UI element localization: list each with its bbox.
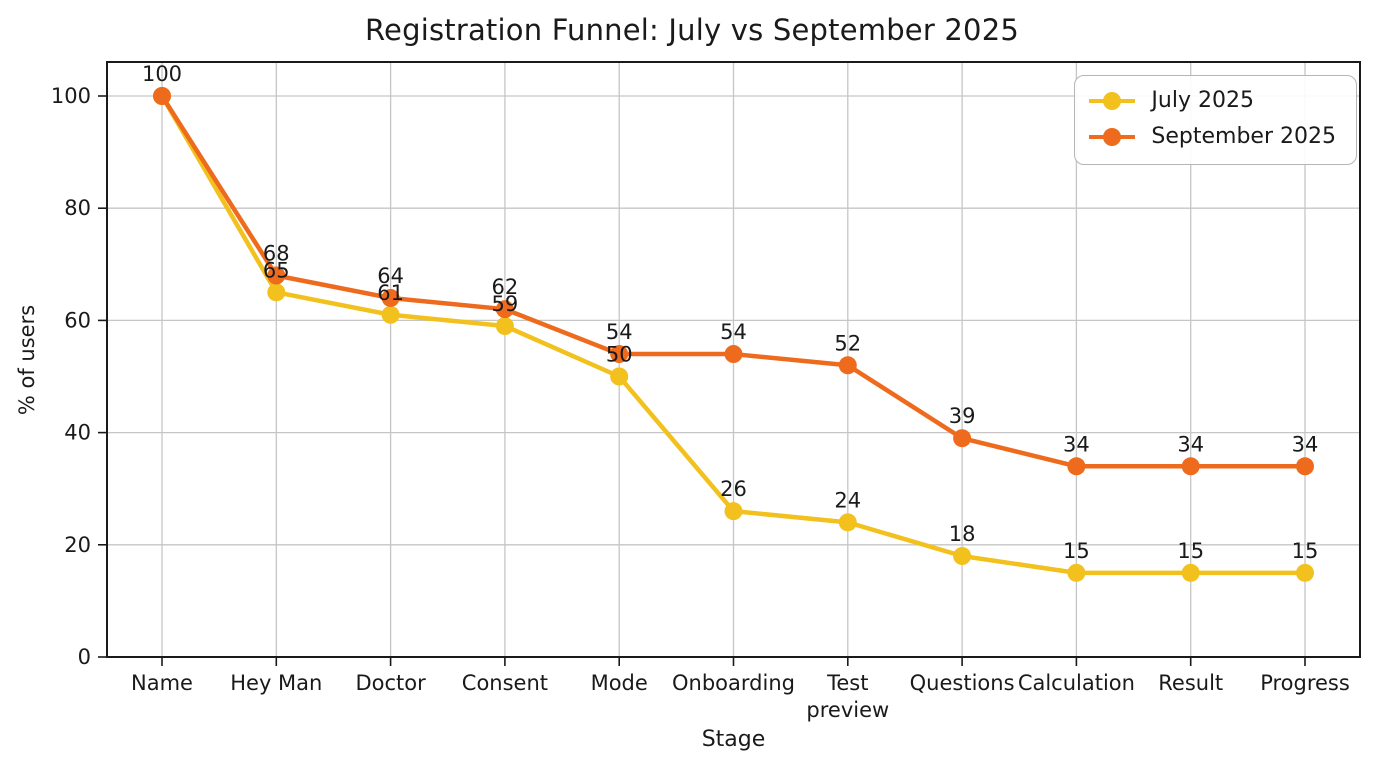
data-point-label: 65 <box>263 258 290 282</box>
x-tick-label: Calculation <box>1018 671 1135 695</box>
plot-border <box>106 61 1361 658</box>
y-tick-label: 80 <box>64 196 91 220</box>
data-point-marker-september <box>495 300 514 319</box>
x-tick-label: Hey Man <box>230 671 322 695</box>
data-point-marker-july <box>1296 563 1314 582</box>
x-tick-label: Mode <box>591 671 648 695</box>
x-tick-label: Doctor <box>355 671 426 695</box>
data-point-label: 54 <box>606 320 633 344</box>
data-point-marker-september <box>610 345 629 364</box>
x-axis-label: Stage <box>701 727 766 752</box>
data-point-marker-september <box>724 345 743 364</box>
data-point-label: 15 <box>1177 539 1204 563</box>
x-tick-label: Result <box>1158 671 1223 695</box>
data-point-label: 62 <box>492 275 519 299</box>
data-point-marker-september <box>153 87 171 105</box>
legend-marker-july-icon <box>1089 91 1136 111</box>
data-point-label: 34 <box>1292 432 1319 456</box>
data-point-marker-september <box>1296 457 1314 476</box>
data-point-label: 52 <box>834 331 861 355</box>
y-tick-label: 100 <box>51 84 91 108</box>
y-tick-label: 60 <box>64 308 91 332</box>
data-point-marker-july <box>267 283 286 302</box>
y-axis-label: % of users <box>15 304 39 416</box>
data-point-marker-september <box>838 356 857 375</box>
data-point-label: 64 <box>377 264 404 288</box>
data-point-marker-july <box>495 317 514 336</box>
x-tick-label: Consent <box>462 671 548 695</box>
y-tick-label: 0 <box>78 645 91 669</box>
data-point-label: 26 <box>720 477 747 501</box>
data-point-label: 61 <box>377 281 404 305</box>
data-point-label: 15 <box>1063 539 1090 563</box>
x-tick-label: Onboarding <box>672 671 795 695</box>
legend-item-july: July 2025 <box>1089 88 1336 114</box>
data-point-label: 68 <box>263 242 290 266</box>
data-point-marker-september <box>1181 457 1200 476</box>
data-point-marker-july <box>1181 563 1200 582</box>
data-point-label: 24 <box>834 488 861 512</box>
x-tick-label: Name <box>131 671 193 695</box>
data-point-marker-july <box>953 547 972 566</box>
data-point-marker-july <box>381 305 400 324</box>
data-point-marker-september <box>381 288 400 307</box>
x-tick-label: Progress <box>1260 671 1350 695</box>
data-point-marker-september <box>267 266 286 285</box>
chart-legend: July 2025 September 2025 <box>1074 75 1357 165</box>
data-point-label: 50 <box>606 343 633 367</box>
data-point-marker-july <box>838 513 857 532</box>
data-point-label: 18 <box>949 522 976 546</box>
data-point-label: 100 <box>142 62 182 86</box>
y-tick-label: 20 <box>64 533 91 557</box>
data-point-label: 39 <box>949 404 976 428</box>
data-point-label: 54 <box>720 320 747 344</box>
x-tick-label: Test preview <box>806 671 889 722</box>
data-point-marker-july <box>610 367 629 386</box>
data-point-label: 34 <box>1177 432 1204 456</box>
data-point-label: 15 <box>1292 539 1319 563</box>
x-tick-label: Questions <box>910 671 1015 695</box>
data-point-label: 59 <box>492 292 519 316</box>
legend-label-july: July 2025 <box>1151 88 1254 113</box>
legend-item-september: September 2025 <box>1089 124 1336 150</box>
data-point-marker-september <box>953 429 972 448</box>
y-tick-label: 40 <box>64 421 91 445</box>
legend-label-september: September 2025 <box>1151 124 1336 149</box>
data-point-marker-july <box>1067 563 1086 582</box>
data-point-marker-july <box>724 502 743 521</box>
chart-title: Registration Funnel: July vs September 2… <box>365 13 1019 47</box>
data-point-marker-september <box>1067 457 1086 476</box>
data-point-label: 34 <box>1063 432 1090 456</box>
legend-marker-september-icon <box>1089 127 1136 147</box>
